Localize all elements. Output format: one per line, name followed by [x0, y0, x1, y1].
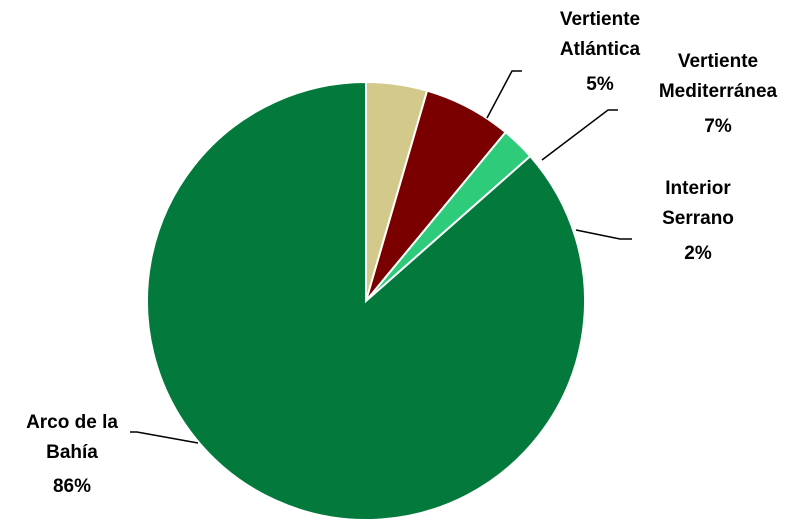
- slice-label: Vertiente: [678, 51, 758, 72]
- leader-line: [575, 229, 632, 240]
- data-labels: Vertiente Atlántica 5% Vertiente Mediterráne…: [26, 9, 777, 497]
- slice-label: Bahía: [46, 442, 98, 463]
- slice-label: Mediterránea: [659, 81, 778, 102]
- pie-slice-arco-de-la-bah-a: [145, 80, 586, 521]
- slice-label: Vertiente: [560, 9, 640, 30]
- slice-label: Serrano: [662, 208, 734, 229]
- slice-label: Atlántica: [560, 39, 641, 60]
- pie-slices: [145, 80, 586, 521]
- slice-label: Arco de la: [26, 412, 118, 433]
- leader-lines: [130, 70, 632, 444]
- slice-percent-label: 7%: [704, 116, 732, 137]
- slice-label: Interior: [665, 178, 731, 199]
- leader-line: [130, 431, 199, 444]
- slice-percent-label: 5%: [586, 74, 614, 95]
- slice-percent-label: 86%: [53, 476, 91, 497]
- leader-line: [486, 70, 522, 119]
- leader-line: [541, 109, 618, 161]
- slice-percent-label: 2%: [684, 243, 712, 264]
